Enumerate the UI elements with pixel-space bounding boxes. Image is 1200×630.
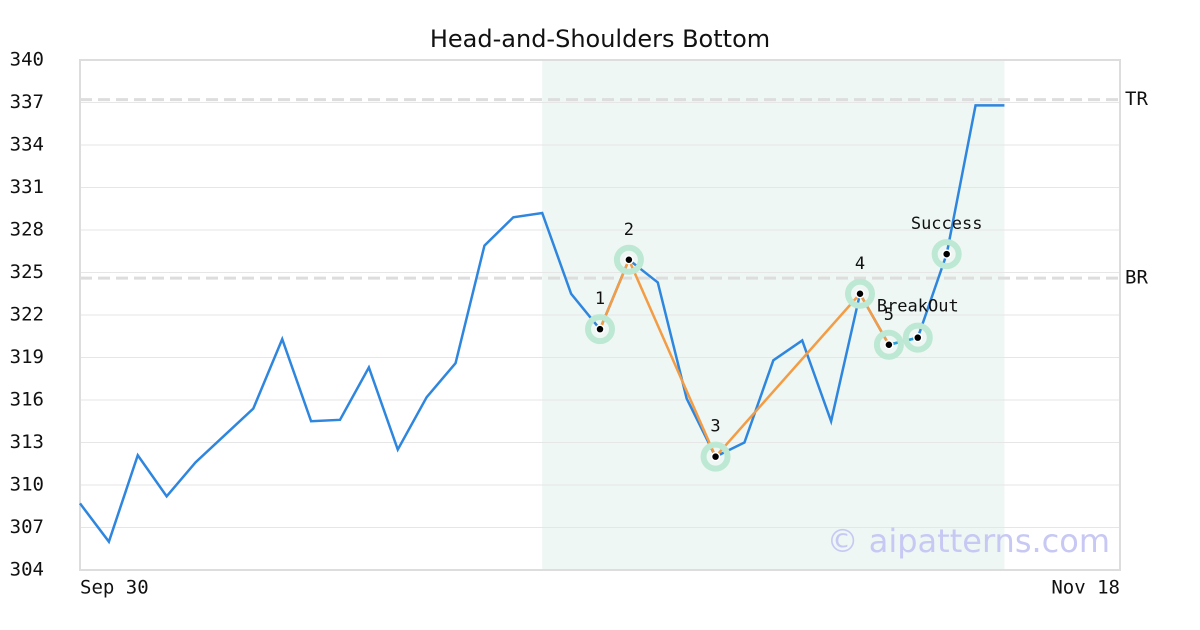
y-tick-label: 319 <box>10 346 44 368</box>
pattern-point-dot <box>855 289 865 299</box>
pattern-point-label: 4 <box>855 254 865 274</box>
signal-point-dot <box>941 249 952 259</box>
y-tick-label: 325 <box>10 261 44 283</box>
pattern-point-halo <box>873 329 904 360</box>
y-tick-label: 316 <box>10 389 44 411</box>
x-tick-label: Nov 18 <box>1051 577 1120 599</box>
y-tick-label: 328 <box>10 219 44 241</box>
signal-point-dot <box>913 332 923 343</box>
price-line <box>79 104 1005 545</box>
y-tick-label: 313 <box>10 431 44 453</box>
pattern-point-halo <box>845 278 875 309</box>
x-tick-label: Sep 30 <box>80 577 149 599</box>
y-tick-label: 334 <box>10 134 44 156</box>
reference-label: TR <box>1125 88 1148 110</box>
signal-point-label: BreakOut <box>877 297 959 317</box>
pattern-point-halo <box>700 441 731 472</box>
pattern-point-label: 3 <box>710 417 720 437</box>
pattern-point-dot <box>884 340 894 350</box>
y-tick-label: 340 <box>10 49 44 71</box>
pattern-point-halo <box>585 314 615 345</box>
y-tick-label: 307 <box>10 516 44 538</box>
pattern-point-halo <box>613 244 644 275</box>
y-tick-label: 337 <box>10 91 44 113</box>
y-tick-label: 310 <box>10 474 44 496</box>
pattern-point-dot <box>710 451 721 462</box>
signal-point-halo <box>902 322 933 353</box>
y-tick-label: 304 <box>10 559 44 581</box>
chart-title: Head-and-Shoulders Bottom <box>430 25 770 53</box>
plot-frame <box>79 59 1121 571</box>
reference-label: BR <box>1125 267 1148 289</box>
pattern-point-label: 1 <box>595 289 605 309</box>
signal-point-halo <box>931 239 962 270</box>
pattern-point-label: 2 <box>624 220 634 240</box>
pattern-point-dot <box>624 255 634 265</box>
signal-point-label: Success <box>911 214 983 234</box>
pattern-point-dot <box>595 324 605 334</box>
y-tick-label: 322 <box>10 304 44 326</box>
watermark: © aipatterns.com <box>827 522 1110 560</box>
pattern-point-label: 5 <box>884 305 894 325</box>
y-tick-label: 331 <box>10 176 44 198</box>
